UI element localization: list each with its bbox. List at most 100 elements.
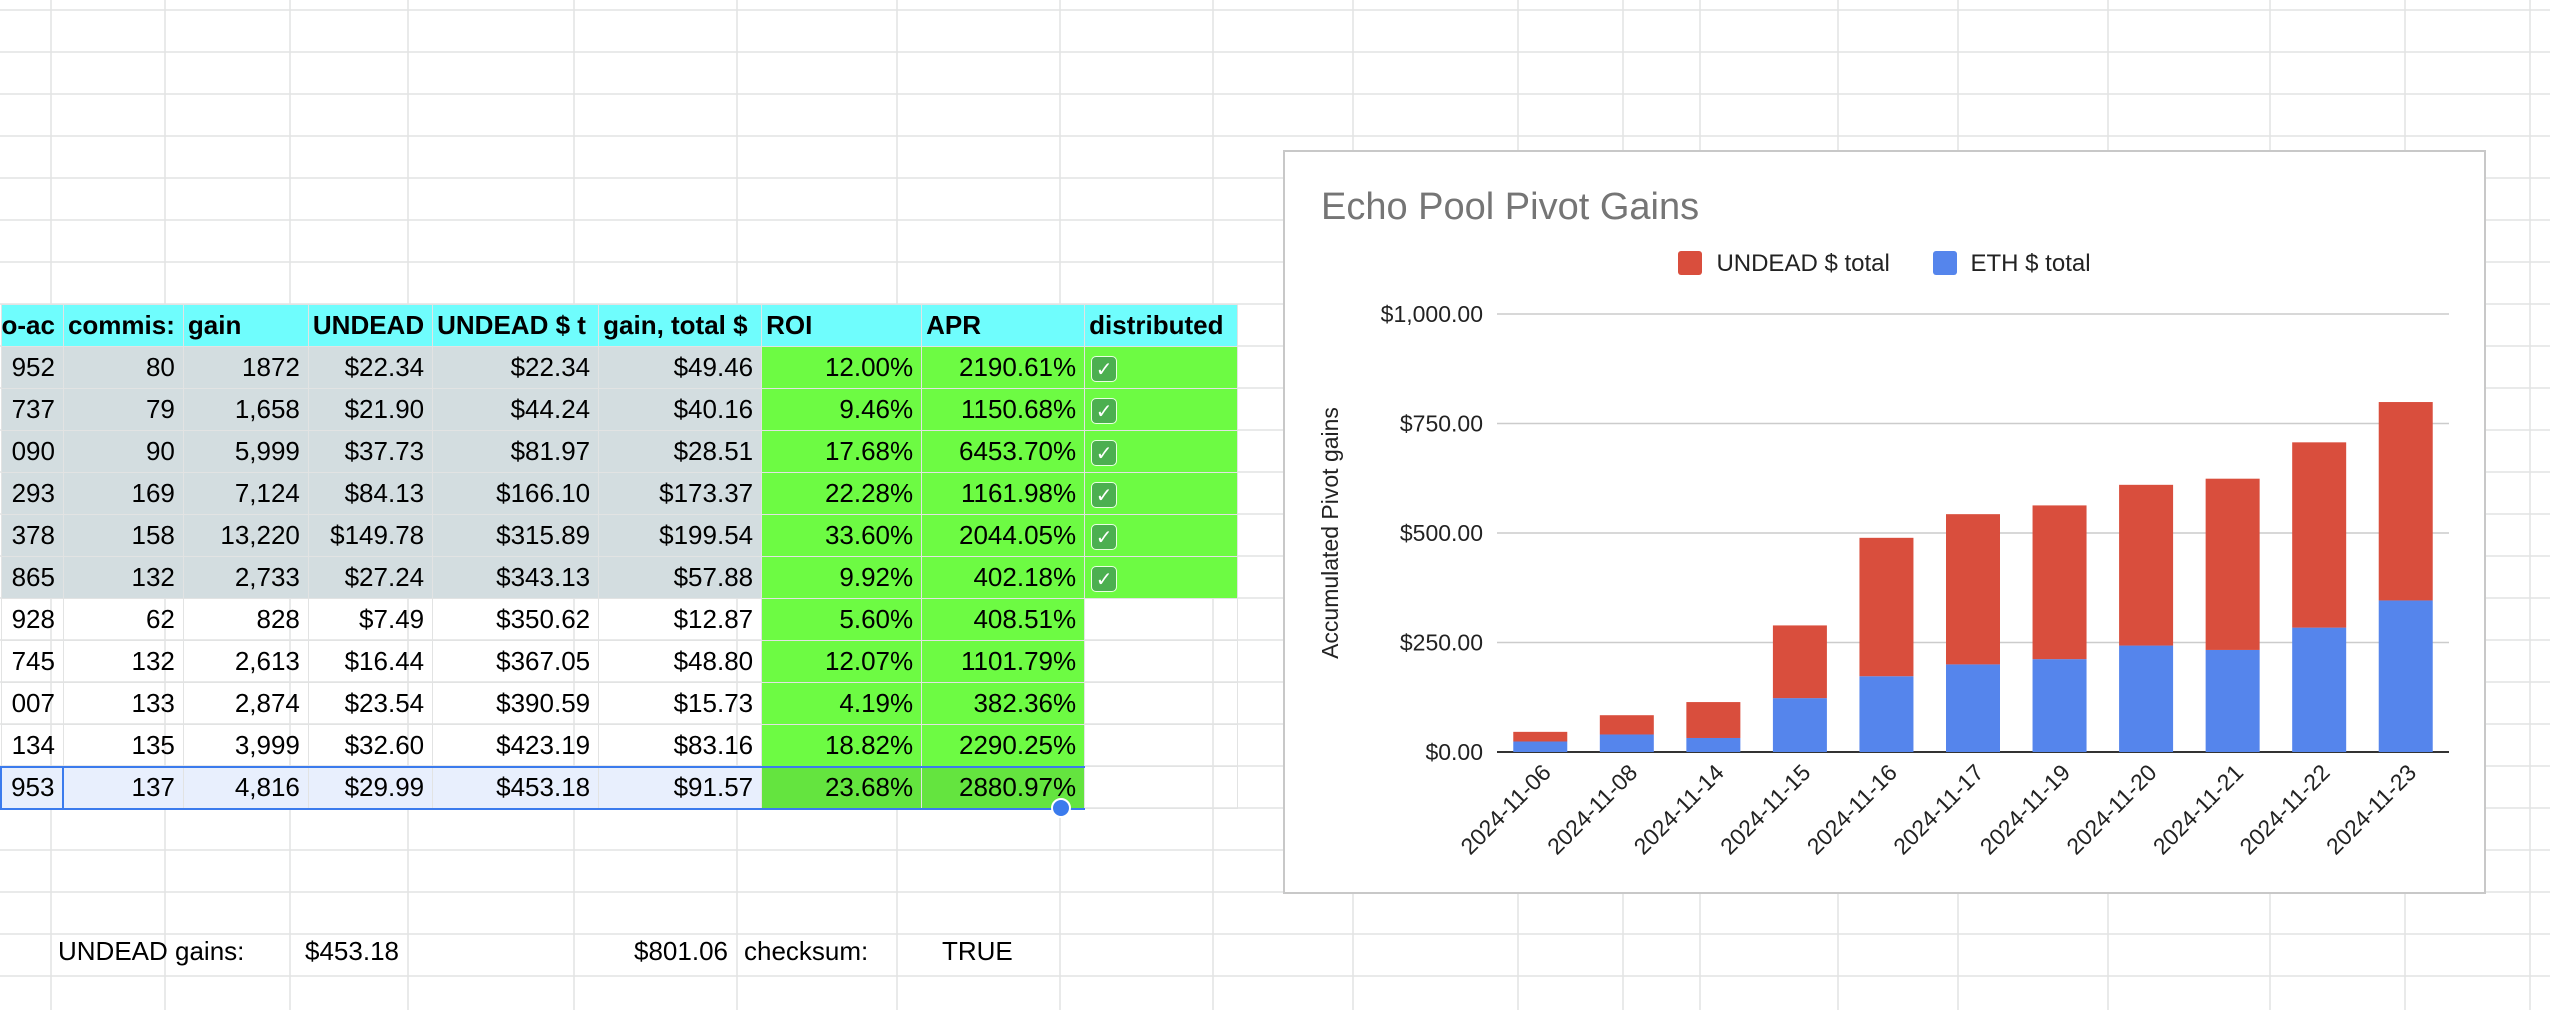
table-cell[interactable]: 1101.79% [921, 640, 1086, 683]
table-cell[interactable]: $44.24 [432, 388, 600, 431]
header-cell[interactable]: gain [182, 304, 309, 347]
table-cell[interactable]: 18.82% [761, 724, 923, 767]
table-cell[interactable]: 745 [0, 640, 64, 683]
table-cell[interactable]: $199.54 [598, 514, 763, 557]
table-cell[interactable]: $28.51 [598, 430, 763, 473]
table-cell[interactable]: 169 [62, 472, 184, 515]
table-cell[interactable]: 17.68% [761, 430, 923, 473]
table-cell[interactable]: 928 [0, 598, 64, 641]
table-cell[interactable]: 134 [0, 724, 64, 767]
table-cell[interactable]: 132 [62, 640, 184, 683]
table-cell[interactable]: 3,999 [182, 724, 309, 767]
table-cell[interactable]: 135 [62, 724, 184, 767]
table-cell[interactable]: $57.88 [598, 556, 763, 599]
table-cell[interactable]: $49.46 [598, 346, 763, 389]
header-cell[interactable]: gain, total $ [598, 304, 763, 347]
table-cell[interactable]: $390.59 [432, 682, 600, 725]
table-cell[interactable]: 9.46% [761, 388, 923, 431]
table-cell[interactable]: 12.00% [761, 346, 923, 389]
table-cell[interactable]: $22.34 [307, 346, 434, 389]
table-cell[interactable]: $166.10 [432, 472, 600, 515]
table-cell[interactable]: $149.78 [307, 514, 434, 557]
table-cell[interactable]: 007 [0, 682, 64, 725]
header-cell[interactable]: commis: [62, 304, 184, 347]
checksum-value[interactable]: TRUE [942, 936, 1013, 966]
table-cell[interactable]: $37.73 [307, 430, 434, 473]
table-cell[interactable]: 2044.05% [921, 514, 1086, 557]
table-cell[interactable]: 2,733 [182, 556, 309, 599]
table-cell[interactable]: $7.49 [307, 598, 434, 641]
table-cell[interactable]: $22.34 [432, 346, 600, 389]
table-cell[interactable]: 33.60% [761, 514, 923, 557]
data-table[interactable]: o-ac commis: gain UNDEAD UNDEAD $ t gain… [0, 304, 1239, 810]
table-cell[interactable]: 293 [0, 472, 64, 515]
header-cell[interactable]: UNDEAD [307, 304, 434, 347]
distributed-cell[interactable]: ✓ [1084, 430, 1239, 473]
table-cell[interactable]: $453.18 [432, 765, 600, 810]
table-cell[interactable]: 2290.25% [921, 724, 1086, 767]
table-cell[interactable]: $350.62 [432, 598, 600, 641]
total-gains-value[interactable]: $801.06 [634, 936, 728, 966]
check-box-icon[interactable]: ✓ [1091, 566, 1118, 593]
distributed-cell[interactable] [1084, 766, 1239, 809]
undead-gains-value[interactable]: $453.18 [305, 936, 399, 966]
distributed-cell[interactable] [1084, 598, 1239, 641]
table-cell[interactable]: 408.51% [921, 598, 1086, 641]
distributed-cell[interactable]: ✓ [1084, 556, 1239, 599]
table-cell[interactable]: $343.13 [432, 556, 600, 599]
table-cell[interactable]: 4.19% [761, 682, 923, 725]
table-cell[interactable]: 2,613 [182, 640, 309, 683]
table-cell[interactable]: 23.68% [761, 765, 923, 810]
table-cell[interactable]: 22.28% [761, 472, 923, 515]
header-cell[interactable]: UNDEAD $ t [432, 304, 600, 347]
table-cell[interactable]: $23.54 [307, 682, 434, 725]
distributed-cell[interactable]: ✓ [1084, 388, 1239, 431]
table-cell[interactable]: $40.16 [598, 388, 763, 431]
table-cell[interactable]: $84.13 [307, 472, 434, 515]
table-cell[interactable]: $29.99 [307, 765, 434, 810]
table-cell[interactable]: 378 [0, 514, 64, 557]
table-cell[interactable]: 2,874 [182, 682, 309, 725]
header-cell[interactable]: ROI [761, 304, 923, 347]
distributed-cell[interactable]: ✓ [1084, 346, 1239, 389]
table-cell[interactable]: 9.92% [761, 556, 923, 599]
table-cell[interactable]: $27.24 [307, 556, 434, 599]
table-cell[interactable]: 952 [0, 346, 64, 389]
table-cell[interactable]: 7,124 [182, 472, 309, 515]
checksum-label[interactable]: checksum: [744, 936, 869, 966]
header-cell[interactable]: o-ac [0, 304, 64, 347]
check-box-icon[interactable]: ✓ [1091, 482, 1118, 509]
table-cell[interactable]: 1872 [182, 346, 309, 389]
table-cell[interactable]: 828 [182, 598, 309, 641]
table-cell[interactable]: 865 [0, 556, 64, 599]
header-cell[interactable]: APR [921, 304, 1086, 347]
table-cell[interactable]: 737 [0, 388, 64, 431]
distributed-cell[interactable] [1084, 640, 1239, 683]
table-cell[interactable]: 90 [62, 430, 184, 473]
table-cell[interactable]: $91.57 [598, 765, 763, 810]
table-cell[interactable]: $173.37 [598, 472, 763, 515]
table-cell[interactable]: 953 [0, 765, 65, 810]
table-cell[interactable]: 80 [62, 346, 184, 389]
distributed-cell[interactable]: ✓ [1084, 472, 1239, 515]
table-cell[interactable]: $423.19 [432, 724, 600, 767]
table-cell[interactable]: $15.73 [598, 682, 763, 725]
table-cell[interactable]: 5,999 [182, 430, 309, 473]
undead-gains-label[interactable]: UNDEAD gains: [58, 936, 245, 966]
table-cell[interactable]: 6453.70% [921, 430, 1086, 473]
table-cell[interactable]: 402.18% [921, 556, 1086, 599]
table-cell[interactable]: 13,220 [182, 514, 309, 557]
table-cell[interactable]: 1150.68% [921, 388, 1086, 431]
table-cell[interactable]: 1,658 [182, 388, 309, 431]
check-box-icon[interactable]: ✓ [1091, 398, 1118, 425]
table-cell[interactable]: $16.44 [307, 640, 434, 683]
table-cell[interactable]: $81.97 [432, 430, 600, 473]
table-cell[interactable]: 12.07% [761, 640, 923, 683]
distributed-cell[interactable] [1084, 724, 1239, 767]
table-cell[interactable]: 5.60% [761, 598, 923, 641]
table-cell[interactable]: 382.36% [921, 682, 1086, 725]
header-cell[interactable]: distributed [1084, 304, 1239, 347]
check-box-icon[interactable]: ✓ [1091, 524, 1118, 551]
table-cell[interactable]: $48.80 [598, 640, 763, 683]
table-cell[interactable]: 1161.98% [921, 472, 1086, 515]
